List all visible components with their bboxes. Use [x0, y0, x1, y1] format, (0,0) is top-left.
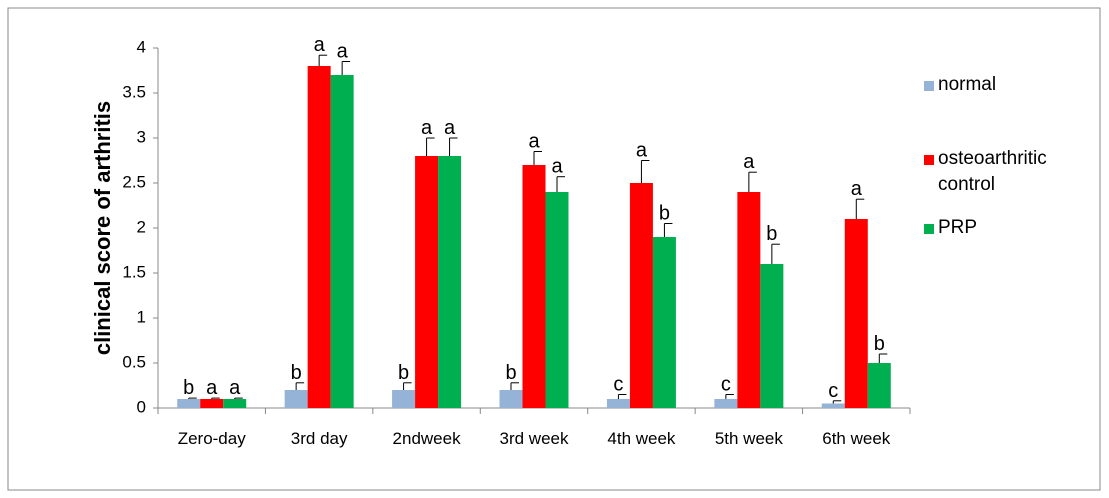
- bar: [200, 399, 224, 408]
- legend-label: normal: [938, 74, 997, 95]
- significance-letter: c: [613, 374, 623, 396]
- significance-letter: b: [874, 333, 885, 355]
- significance-letter: b: [291, 362, 302, 384]
- significance-letter: a: [337, 41, 349, 63]
- bar: [821, 403, 845, 408]
- significance-letter: b: [183, 377, 194, 399]
- legend-swatch: [924, 81, 934, 91]
- bar: [522, 165, 546, 408]
- x-tick-label: 3rd day: [291, 429, 348, 448]
- significance-letter: a: [421, 117, 433, 139]
- bar: [867, 363, 891, 408]
- significance-letter: a: [551, 156, 563, 178]
- significance-letter: b: [659, 203, 670, 225]
- x-tick-label: 5th week: [715, 429, 784, 448]
- significance-letter: a: [636, 140, 648, 162]
- x-tick-label: 2ndweek: [393, 429, 462, 448]
- bar: [606, 399, 630, 408]
- bar: [392, 390, 416, 408]
- bar: [629, 183, 653, 408]
- significance-letter: b: [398, 362, 409, 384]
- y-tick-label: 1.5: [122, 262, 146, 281]
- x-tick-label: Zero-day: [178, 429, 247, 448]
- bar: [438, 156, 462, 408]
- bar: [652, 237, 676, 408]
- significance-letter: a: [229, 377, 241, 399]
- bar: [737, 192, 761, 408]
- y-tick-label: 4: [137, 37, 146, 56]
- bar: [223, 399, 247, 408]
- bar: [844, 219, 868, 408]
- significance-letter: a: [206, 377, 218, 399]
- legend-label: PRP: [938, 217, 978, 238]
- bar: [714, 399, 738, 408]
- significance-letter: a: [444, 117, 456, 139]
- y-tick-label: 3.5: [122, 82, 146, 101]
- significance-letter: a: [314, 34, 326, 56]
- legend-swatch: [924, 155, 934, 165]
- x-tick-label: 6th week: [822, 429, 891, 448]
- significance-letter: c: [828, 380, 838, 402]
- y-tick-label: 2.5: [122, 172, 146, 191]
- y-tick-label: 0.5: [122, 352, 146, 371]
- y-tick-label: 3: [137, 127, 146, 146]
- significance-letter: a: [528, 131, 540, 153]
- bar: [760, 264, 784, 408]
- x-tick-label: 3rd week: [500, 429, 569, 448]
- significance-letter: b: [766, 223, 777, 245]
- x-tick-label: 4th week: [607, 429, 676, 448]
- legend-entry: osteoarthritic control: [924, 146, 1098, 198]
- bar: [307, 66, 331, 408]
- significance-letter: a: [851, 178, 863, 200]
- bar: [415, 156, 439, 408]
- significance-letter: b: [505, 362, 516, 384]
- bar: [330, 75, 354, 408]
- y-tick-label: 2: [137, 217, 146, 236]
- y-tick-label: 1: [137, 307, 146, 326]
- legend-swatch: [924, 224, 934, 234]
- bar: [284, 390, 308, 408]
- bar: [177, 399, 201, 408]
- bar: [545, 192, 569, 408]
- legend-entry: PRP: [924, 215, 1098, 241]
- bar: [499, 390, 523, 408]
- legend-label: osteoarthritic control: [938, 148, 1047, 195]
- y-tick-label: 0: [137, 397, 146, 416]
- chart-frame: [7, 7, 1101, 491]
- legend-entry: normal: [924, 72, 1098, 98]
- significance-letter: c: [721, 374, 731, 396]
- y-axis-label: clinical score of arthritis: [90, 101, 115, 355]
- significance-letter: a: [743, 151, 755, 173]
